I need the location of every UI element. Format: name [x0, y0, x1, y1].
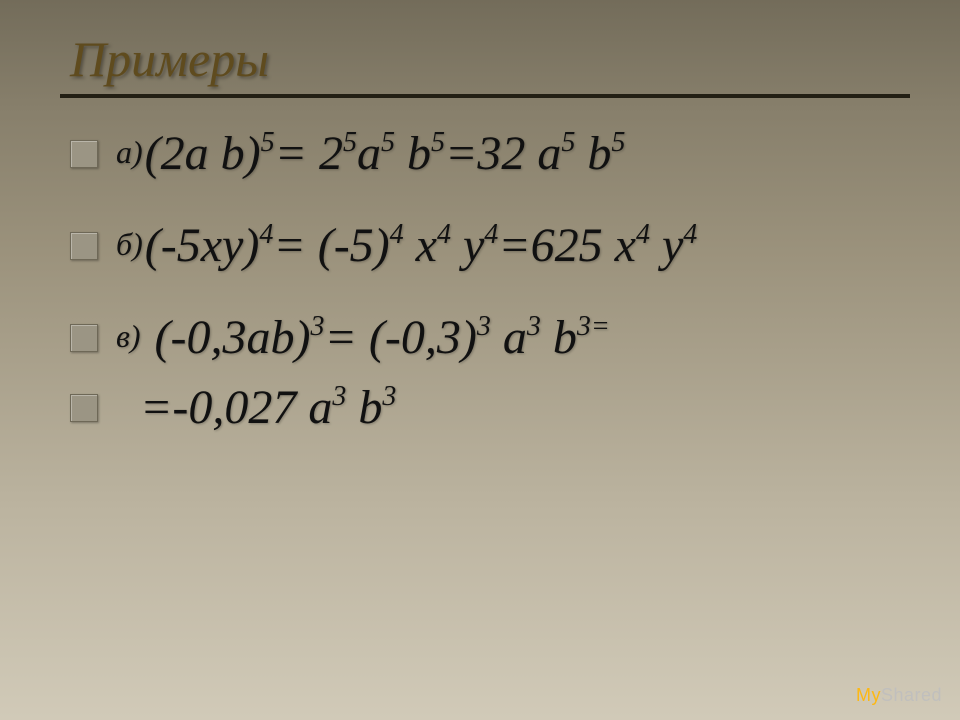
example-c-line2: =-0,027 a3 b3	[116, 378, 396, 438]
item-label: в)	[116, 318, 141, 354]
bullet-icon	[70, 394, 98, 422]
item-label: б)	[116, 226, 143, 262]
bullet-icon	[70, 324, 98, 352]
watermark-right: Shared	[881, 685, 942, 705]
list-item: б)(-5xy)4= (-5)4 x4 y4=625 x4 y4	[70, 216, 910, 276]
list-item: =-0,027 a3 b3	[70, 378, 910, 438]
example-b: б)(-5xy)4= (-5)4 x4 y4=625 x4 y4	[116, 216, 697, 276]
bullet-icon	[70, 140, 98, 168]
watermark: MyShared	[856, 685, 942, 706]
slide-title: Примеры	[60, 30, 910, 88]
slide: Примеры а)(2a b)5= 25a5 b5=32 a5 b5 б)(-…	[0, 0, 960, 720]
bullet-icon	[70, 232, 98, 260]
watermark-left: My	[856, 685, 881, 705]
title-rule	[60, 94, 910, 98]
list-item: а)(2a b)5= 25a5 b5=32 a5 b5	[70, 124, 910, 184]
item-label: а)	[116, 134, 143, 170]
example-a: а)(2a b)5= 25a5 b5=32 a5 b5	[116, 124, 625, 184]
example-c-line1: в) (-0,3ab)3= (-0,3)3 a3 b3=	[116, 308, 610, 368]
slide-body: а)(2a b)5= 25a5 b5=32 a5 b5 б)(-5xy)4= (…	[60, 124, 910, 438]
list-item: в) (-0,3ab)3= (-0,3)3 a3 b3=	[70, 308, 910, 368]
